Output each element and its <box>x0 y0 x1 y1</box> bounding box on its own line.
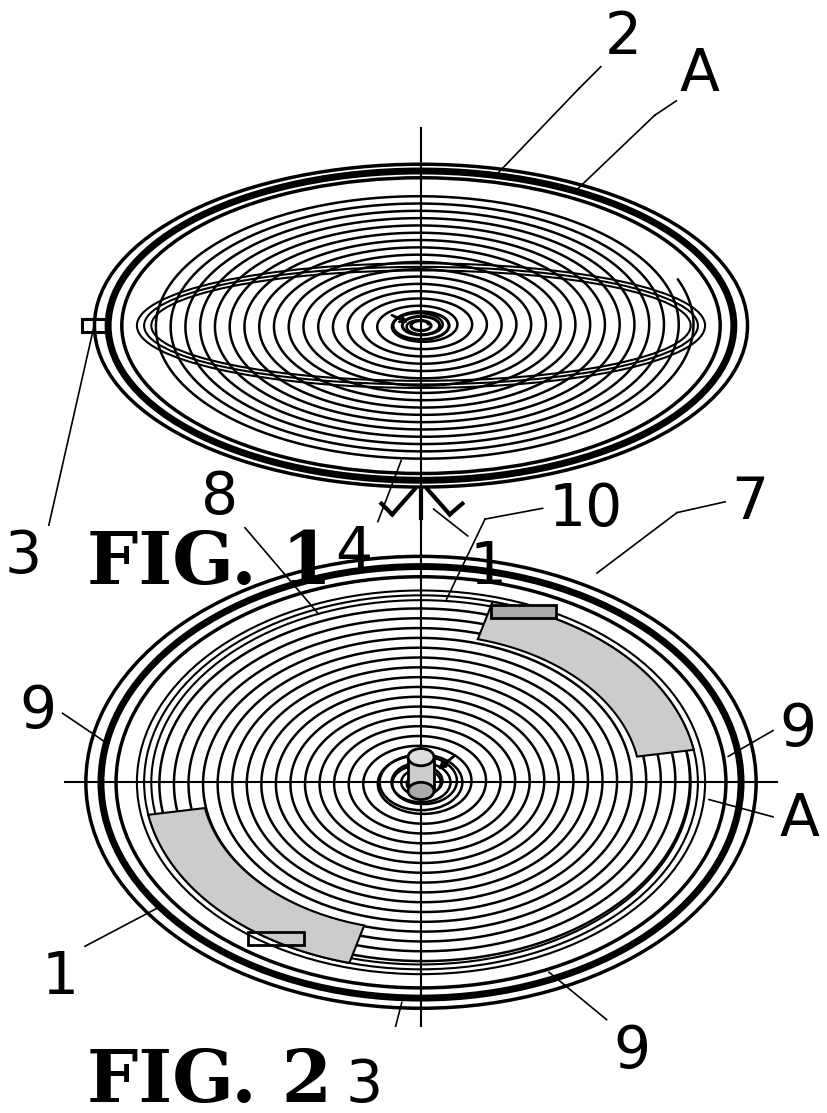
Text: FIG. 2: FIG. 2 <box>87 1045 332 1113</box>
Text: 10: 10 <box>549 480 623 538</box>
Text: 9: 9 <box>19 683 56 740</box>
Polygon shape <box>478 602 694 757</box>
Ellipse shape <box>408 749 434 766</box>
Text: A: A <box>779 790 820 848</box>
Text: 9: 9 <box>613 1022 650 1078</box>
Polygon shape <box>148 808 364 963</box>
Text: 2: 2 <box>605 9 642 66</box>
Text: 1: 1 <box>470 539 507 595</box>
Text: 3: 3 <box>346 1056 383 1113</box>
Text: 1: 1 <box>41 948 79 1005</box>
FancyBboxPatch shape <box>408 757 434 791</box>
Text: A: A <box>680 47 719 104</box>
Text: 3: 3 <box>4 528 41 584</box>
Text: 9: 9 <box>779 700 816 757</box>
Text: 8: 8 <box>202 469 238 526</box>
Ellipse shape <box>408 782 434 800</box>
Text: 7: 7 <box>731 474 768 531</box>
Text: 4: 4 <box>335 524 372 581</box>
FancyBboxPatch shape <box>491 605 556 619</box>
Text: FIG. 1: FIG. 1 <box>87 528 332 599</box>
